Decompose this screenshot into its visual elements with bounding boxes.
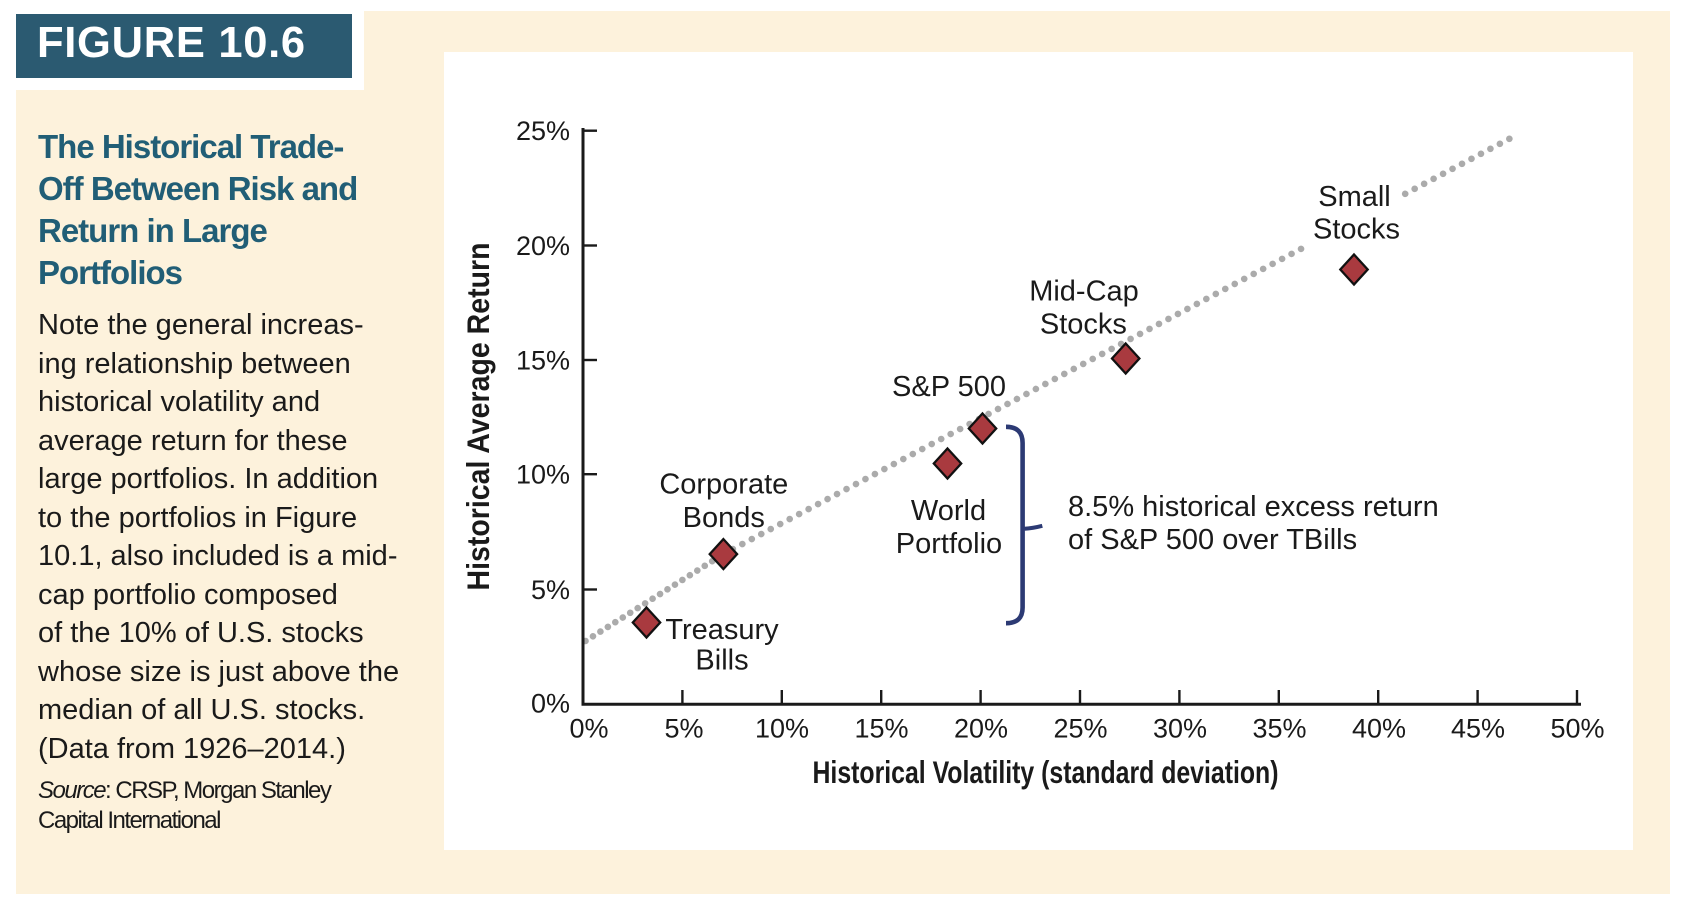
svg-text:15%: 15%	[854, 714, 908, 744]
svg-text:Stocks: Stocks	[1313, 214, 1400, 246]
svg-text:Mid-Cap: Mid-Cap	[1029, 276, 1139, 308]
svg-text:Bills: Bills	[695, 645, 748, 677]
svg-text:25%: 25%	[1053, 714, 1107, 744]
svg-text:8.5% historical excess return: 8.5% historical excess return	[1068, 491, 1439, 523]
svg-text:Treasury: Treasury	[665, 614, 779, 646]
svg-text:Bonds: Bonds	[683, 502, 765, 534]
svg-text:0%: 0%	[531, 689, 570, 719]
svg-text:20%: 20%	[954, 714, 1008, 744]
svg-text:50%: 50%	[1550, 714, 1604, 744]
svg-text:35%: 35%	[1252, 714, 1306, 744]
svg-text:30%: 30%	[1153, 714, 1207, 744]
svg-text:Historical Volatility (standar: Historical Volatility (standard deviatio…	[813, 754, 1279, 790]
svg-text:0%: 0%	[569, 714, 608, 744]
svg-text:40%: 40%	[1352, 714, 1406, 744]
svg-text:5%: 5%	[531, 575, 570, 605]
svg-text:5%: 5%	[664, 714, 703, 744]
svg-text:10%: 10%	[755, 714, 809, 744]
svg-text:15%: 15%	[516, 346, 570, 376]
svg-text:Historical Average Return: Historical Average Return	[460, 243, 496, 591]
svg-text:Stocks: Stocks	[1040, 309, 1127, 341]
svg-text:Corporate: Corporate	[659, 469, 788, 501]
svg-text:Small: Small	[1318, 181, 1391, 213]
svg-text:45%: 45%	[1451, 714, 1505, 744]
svg-text:of S&P 500 over TBills: of S&P 500 over TBills	[1068, 524, 1357, 556]
svg-text:World: World	[911, 495, 986, 527]
svg-text:S&P 500: S&P 500	[892, 371, 1006, 403]
svg-text:10%: 10%	[516, 460, 570, 490]
svg-text:25%: 25%	[516, 116, 570, 146]
svg-text:20%: 20%	[516, 231, 570, 261]
svg-text:Portfolio: Portfolio	[896, 528, 1002, 560]
